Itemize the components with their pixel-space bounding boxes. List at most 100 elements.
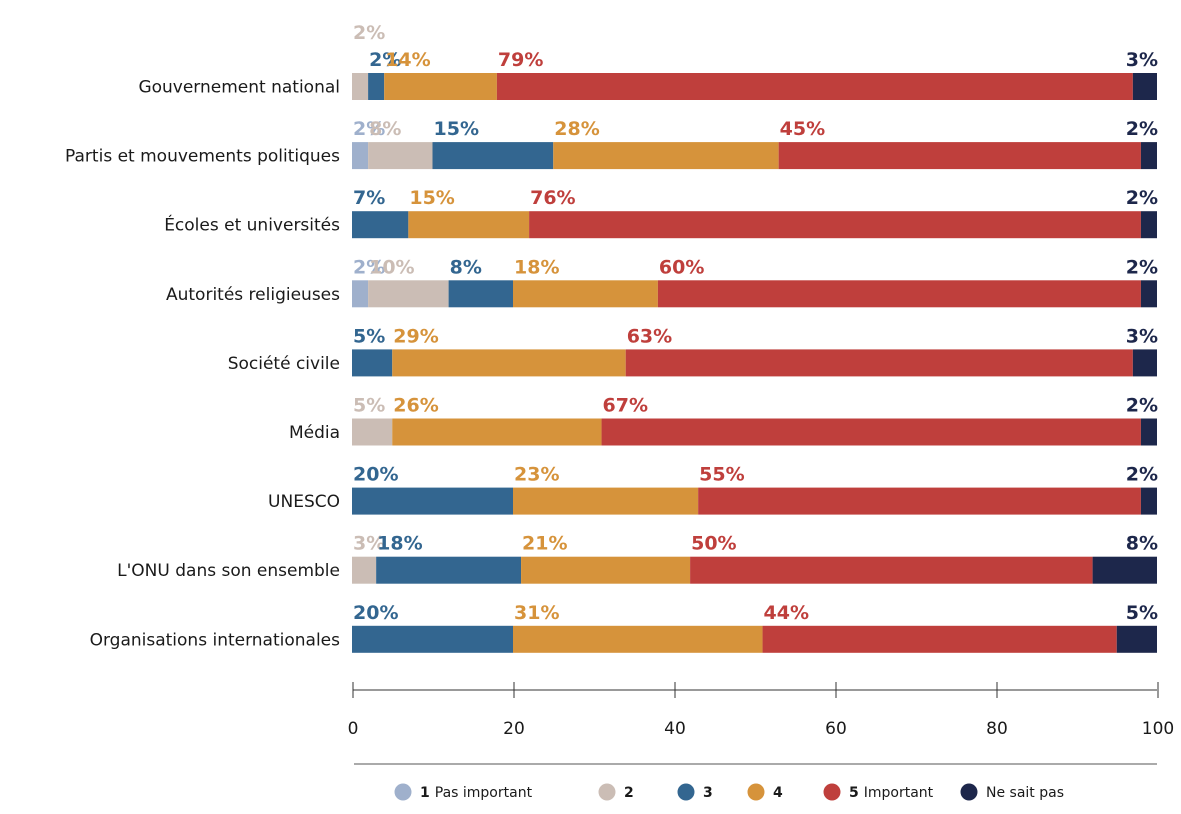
legend-label: 4 <box>773 785 783 801</box>
legend-text: Ne sait pas <box>986 785 1064 801</box>
bar-segment <box>392 349 626 377</box>
bar-segment <box>352 280 369 308</box>
category-label: Société civile <box>228 354 340 374</box>
bar-row: UNESCO 20% 23% 55% 2% <box>268 464 1158 515</box>
value-label: 23% <box>514 464 559 486</box>
bar-segment <box>352 211 409 239</box>
legend-text: Pas important <box>435 785 533 801</box>
value-label: 2% <box>353 256 385 278</box>
bar-row: Organisations internationales 20% 31% 44% 5% <box>90 602 1158 653</box>
bar-segment <box>1140 211 1157 239</box>
legend-swatch <box>747 783 765 801</box>
legend-label: 5 Important <box>849 785 934 801</box>
bar-segment <box>1132 349 1157 377</box>
legend-swatch <box>677 783 695 801</box>
category-label: Écoles et universités <box>164 214 340 236</box>
bar-row: Média 5% 26% 67% 2% <box>289 395 1158 446</box>
bar-segment <box>496 73 1133 100</box>
value-label: 15% <box>434 118 479 140</box>
legend-label: 3 <box>703 785 713 801</box>
bar-segment <box>368 73 385 100</box>
bar-segment <box>521 556 691 584</box>
value-label: 31% <box>514 602 559 624</box>
bar-segment <box>1140 142 1157 170</box>
bar-segment <box>513 625 763 653</box>
bar-segment <box>690 556 1093 584</box>
value-label: 2% <box>1126 256 1158 278</box>
bar-row: Société civile 5% 29% 63% 3% <box>228 325 1158 377</box>
value-label: 20% <box>353 464 398 486</box>
legend: 1 Pas important 2 3 4 5 Important Ne sait pas <box>354 763 1157 801</box>
bar-segment <box>448 280 513 308</box>
legend-number: 2 <box>624 785 634 801</box>
bar-segment <box>1140 418 1157 446</box>
value-label: 2% <box>353 22 385 44</box>
bar-segment <box>513 280 658 308</box>
category-label: Partis et mouvements politiques <box>65 147 340 167</box>
value-label: 2% <box>1126 187 1158 209</box>
value-label: 67% <box>603 395 648 417</box>
bar-segment <box>352 487 513 515</box>
value-label: 8% <box>1126 533 1158 555</box>
bar-segment <box>513 487 699 515</box>
bar-segment <box>778 142 1141 170</box>
bar-segment <box>698 487 1141 515</box>
bar-segment <box>392 418 602 446</box>
value-label: 3% <box>1126 325 1158 347</box>
legend-label: 1 Pas important <box>420 785 533 801</box>
legend-item: 1 Pas important <box>394 783 533 801</box>
value-label: 26% <box>393 395 438 417</box>
legend-item: 4 <box>747 783 783 801</box>
legend-item: Ne sait pas <box>960 783 1064 801</box>
value-label: 60% <box>659 256 704 278</box>
legend-number: 1 <box>420 785 430 801</box>
value-label: 2% <box>1126 395 1158 417</box>
value-label: 79% <box>498 49 543 71</box>
value-label: 55% <box>699 464 744 486</box>
category-label: UNESCO <box>268 492 340 512</box>
legend-swatch <box>394 783 412 801</box>
x-axis: 0 20 40 60 80 100 <box>348 682 1174 739</box>
legend-label: 2 <box>624 785 634 801</box>
x-tick-label: 100 <box>1142 719 1174 739</box>
value-label: 2% <box>369 49 401 71</box>
bar-segment <box>352 73 369 100</box>
legend-text: Important <box>864 785 934 801</box>
bar-segment <box>529 211 1141 239</box>
value-label: 14% <box>385 49 430 71</box>
bar-segment <box>657 280 1141 308</box>
value-label: 21% <box>522 533 567 555</box>
legend-swatch <box>960 783 978 801</box>
legend-number: 3 <box>703 785 713 801</box>
legend-number: 4 <box>773 785 783 801</box>
x-tick-label: 80 <box>986 719 1008 739</box>
legend-swatch <box>823 783 841 801</box>
bar-row: Gouvernement national 2% 2%14% 79% 3% <box>138 22 1158 100</box>
value-label: 10% <box>369 256 414 278</box>
legend-item: 3 <box>677 783 713 801</box>
value-label: 5% <box>353 325 385 347</box>
bar-segment <box>762 625 1117 653</box>
value-label: 3% <box>1126 49 1158 71</box>
bar-segment <box>1140 487 1157 515</box>
value-label: 8% <box>450 256 482 278</box>
bar-row: L'ONU dans son ensemble 3%18% 21% 50% 8% <box>117 533 1158 584</box>
bar-segment <box>352 556 377 584</box>
bar-segment <box>625 349 1133 377</box>
value-label: 18% <box>514 256 559 278</box>
bar-segment <box>352 142 369 170</box>
value-label: 15% <box>409 187 454 209</box>
value-label: 20% <box>353 602 398 624</box>
bar-segment <box>408 211 530 239</box>
bar-segment <box>1140 280 1157 308</box>
value-label: 45% <box>780 118 825 140</box>
bar-row: Écoles et universités 7% 15% 76% 2% <box>164 187 1158 239</box>
legend-item: 5 Important <box>823 783 934 801</box>
value-label: 3% <box>353 533 385 555</box>
x-tick-label: 20 <box>503 719 525 739</box>
bar-segment <box>376 556 522 584</box>
legend-label: Ne sait pas <box>986 785 1064 801</box>
x-tick-label: 60 <box>825 719 847 739</box>
